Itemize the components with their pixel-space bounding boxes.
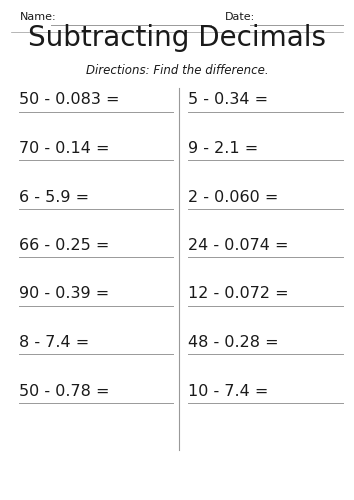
Text: 5 - 0.34 =: 5 - 0.34 = xyxy=(188,92,268,108)
Text: 48 - 0.28 =: 48 - 0.28 = xyxy=(188,335,278,350)
Text: 12 - 0.072 =: 12 - 0.072 = xyxy=(188,286,288,302)
Text: 24 - 0.074 =: 24 - 0.074 = xyxy=(188,238,288,253)
Text: 2 - 0.060 =: 2 - 0.060 = xyxy=(188,190,278,204)
Text: 9 - 2.1 =: 9 - 2.1 = xyxy=(188,141,258,156)
Text: 10 - 7.4 =: 10 - 7.4 = xyxy=(188,384,268,398)
Text: 6 - 5.9 =: 6 - 5.9 = xyxy=(19,190,90,204)
Text: 50 - 0.78 =: 50 - 0.78 = xyxy=(19,384,110,398)
Text: 90 - 0.39 =: 90 - 0.39 = xyxy=(19,286,110,302)
Text: 50 - 0.083 =: 50 - 0.083 = xyxy=(19,92,120,108)
Text: Subtracting Decimals: Subtracting Decimals xyxy=(28,24,326,52)
Text: 8 - 7.4 =: 8 - 7.4 = xyxy=(19,335,90,350)
Text: 70 - 0.14 =: 70 - 0.14 = xyxy=(19,141,110,156)
Text: Directions: Find the difference.: Directions: Find the difference. xyxy=(86,64,268,78)
Text: Date:: Date: xyxy=(225,12,255,22)
Text: 66 - 0.25 =: 66 - 0.25 = xyxy=(19,238,110,253)
Text: Name:: Name: xyxy=(19,12,56,22)
